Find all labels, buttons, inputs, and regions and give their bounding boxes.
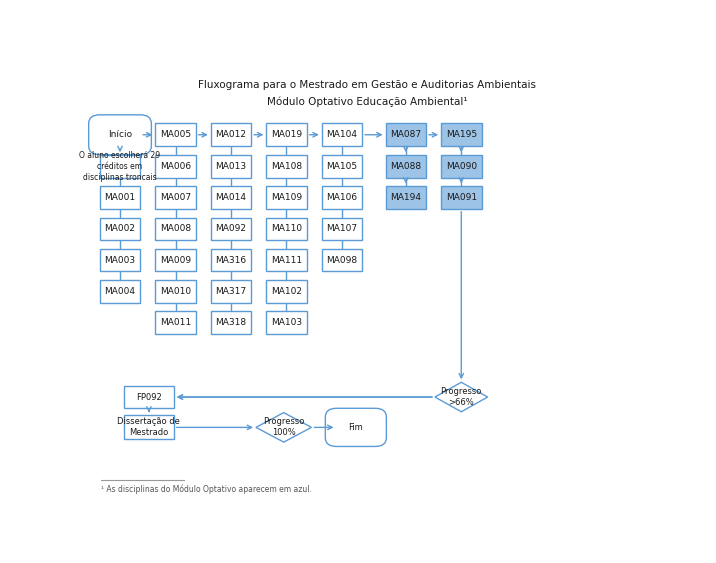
FancyBboxPatch shape: [321, 249, 362, 271]
Text: Progresso
>66%: Progresso >66%: [440, 387, 482, 407]
FancyBboxPatch shape: [266, 249, 306, 271]
Text: ¹ As disciplinas do Módulo Optativo aparecem em azul.: ¹ As disciplinas do Módulo Optativo apar…: [100, 485, 311, 494]
Text: Início: Início: [108, 130, 132, 139]
Text: MA013: MA013: [216, 162, 246, 171]
Text: MA109: MA109: [271, 193, 302, 202]
Text: MA194: MA194: [390, 193, 421, 202]
FancyBboxPatch shape: [266, 280, 306, 302]
Text: MA317: MA317: [216, 287, 246, 296]
Text: Módulo Optativo Educação Ambiental¹: Módulo Optativo Educação Ambiental¹: [266, 97, 468, 108]
FancyBboxPatch shape: [100, 186, 140, 209]
Text: MA316: MA316: [216, 256, 246, 265]
Text: MA103: MA103: [271, 318, 302, 327]
Text: MA009: MA009: [160, 256, 191, 265]
Text: MA014: MA014: [216, 193, 246, 202]
Text: Fluxograma para o Mestrado em Gestão e Auditorias Ambientais: Fluxograma para o Mestrado em Gestão e A…: [198, 80, 536, 90]
FancyBboxPatch shape: [266, 123, 306, 146]
FancyBboxPatch shape: [441, 123, 482, 146]
Text: MA195: MA195: [446, 130, 477, 139]
Text: MA010: MA010: [160, 287, 191, 296]
FancyBboxPatch shape: [100, 155, 140, 178]
Text: MA104: MA104: [326, 130, 357, 139]
FancyBboxPatch shape: [385, 155, 426, 178]
Text: MA003: MA003: [105, 256, 135, 265]
Text: MA001: MA001: [105, 193, 135, 202]
FancyBboxPatch shape: [124, 386, 174, 408]
Text: MA110: MA110: [271, 224, 302, 233]
Text: MA011: MA011: [160, 318, 191, 327]
Text: MA105: MA105: [326, 162, 357, 171]
FancyBboxPatch shape: [321, 186, 362, 209]
FancyBboxPatch shape: [211, 280, 251, 302]
Text: MA087: MA087: [390, 130, 421, 139]
Text: MA019: MA019: [271, 130, 302, 139]
FancyBboxPatch shape: [211, 311, 251, 334]
FancyBboxPatch shape: [385, 186, 426, 209]
Text: MA005: MA005: [160, 130, 191, 139]
Text: MA108: MA108: [271, 162, 302, 171]
Text: MA007: MA007: [160, 193, 191, 202]
Text: MA008: MA008: [160, 224, 191, 233]
FancyBboxPatch shape: [155, 280, 195, 302]
Text: Progresso
100%: Progresso 100%: [263, 417, 304, 437]
Text: MA098: MA098: [326, 256, 357, 265]
FancyBboxPatch shape: [100, 280, 140, 302]
FancyBboxPatch shape: [211, 123, 251, 146]
FancyBboxPatch shape: [155, 311, 195, 334]
FancyBboxPatch shape: [124, 415, 174, 439]
FancyBboxPatch shape: [211, 249, 251, 271]
FancyBboxPatch shape: [441, 155, 482, 178]
Text: Fim: Fim: [349, 423, 363, 432]
Text: MA004: MA004: [105, 287, 135, 296]
Text: MA002: MA002: [105, 224, 135, 233]
Text: FP092: FP092: [136, 392, 162, 401]
Text: MA091: MA091: [446, 193, 477, 202]
FancyBboxPatch shape: [266, 186, 306, 209]
FancyBboxPatch shape: [89, 115, 151, 155]
Text: MA012: MA012: [216, 130, 246, 139]
Text: MA102: MA102: [271, 287, 302, 296]
Text: Dissertação de
Mestrado: Dissertação de Mestrado: [117, 417, 180, 437]
FancyBboxPatch shape: [321, 155, 362, 178]
Text: MA088: MA088: [390, 162, 421, 171]
FancyBboxPatch shape: [100, 217, 140, 240]
FancyBboxPatch shape: [266, 311, 306, 334]
FancyBboxPatch shape: [155, 249, 195, 271]
Polygon shape: [256, 413, 311, 442]
Text: MA006: MA006: [160, 162, 191, 171]
Text: MA318: MA318: [216, 318, 246, 327]
FancyBboxPatch shape: [321, 123, 362, 146]
Text: MA090: MA090: [446, 162, 477, 171]
FancyBboxPatch shape: [266, 217, 306, 240]
Text: MA111: MA111: [271, 256, 302, 265]
FancyBboxPatch shape: [211, 186, 251, 209]
Text: MA106: MA106: [326, 193, 357, 202]
FancyBboxPatch shape: [100, 249, 140, 271]
FancyBboxPatch shape: [266, 155, 306, 178]
Text: MA092: MA092: [216, 224, 246, 233]
FancyBboxPatch shape: [155, 123, 195, 146]
FancyBboxPatch shape: [321, 217, 362, 240]
Text: MA107: MA107: [326, 224, 357, 233]
FancyBboxPatch shape: [155, 217, 195, 240]
FancyBboxPatch shape: [155, 155, 195, 178]
FancyBboxPatch shape: [211, 217, 251, 240]
FancyBboxPatch shape: [155, 186, 195, 209]
FancyBboxPatch shape: [211, 155, 251, 178]
Text: O aluno escolherá 29
créditos em
disciplinas troncais: O aluno escolherá 29 créditos em discipl…: [79, 151, 160, 182]
FancyBboxPatch shape: [325, 408, 387, 446]
Polygon shape: [435, 382, 488, 412]
FancyBboxPatch shape: [441, 186, 482, 209]
FancyBboxPatch shape: [385, 123, 426, 146]
